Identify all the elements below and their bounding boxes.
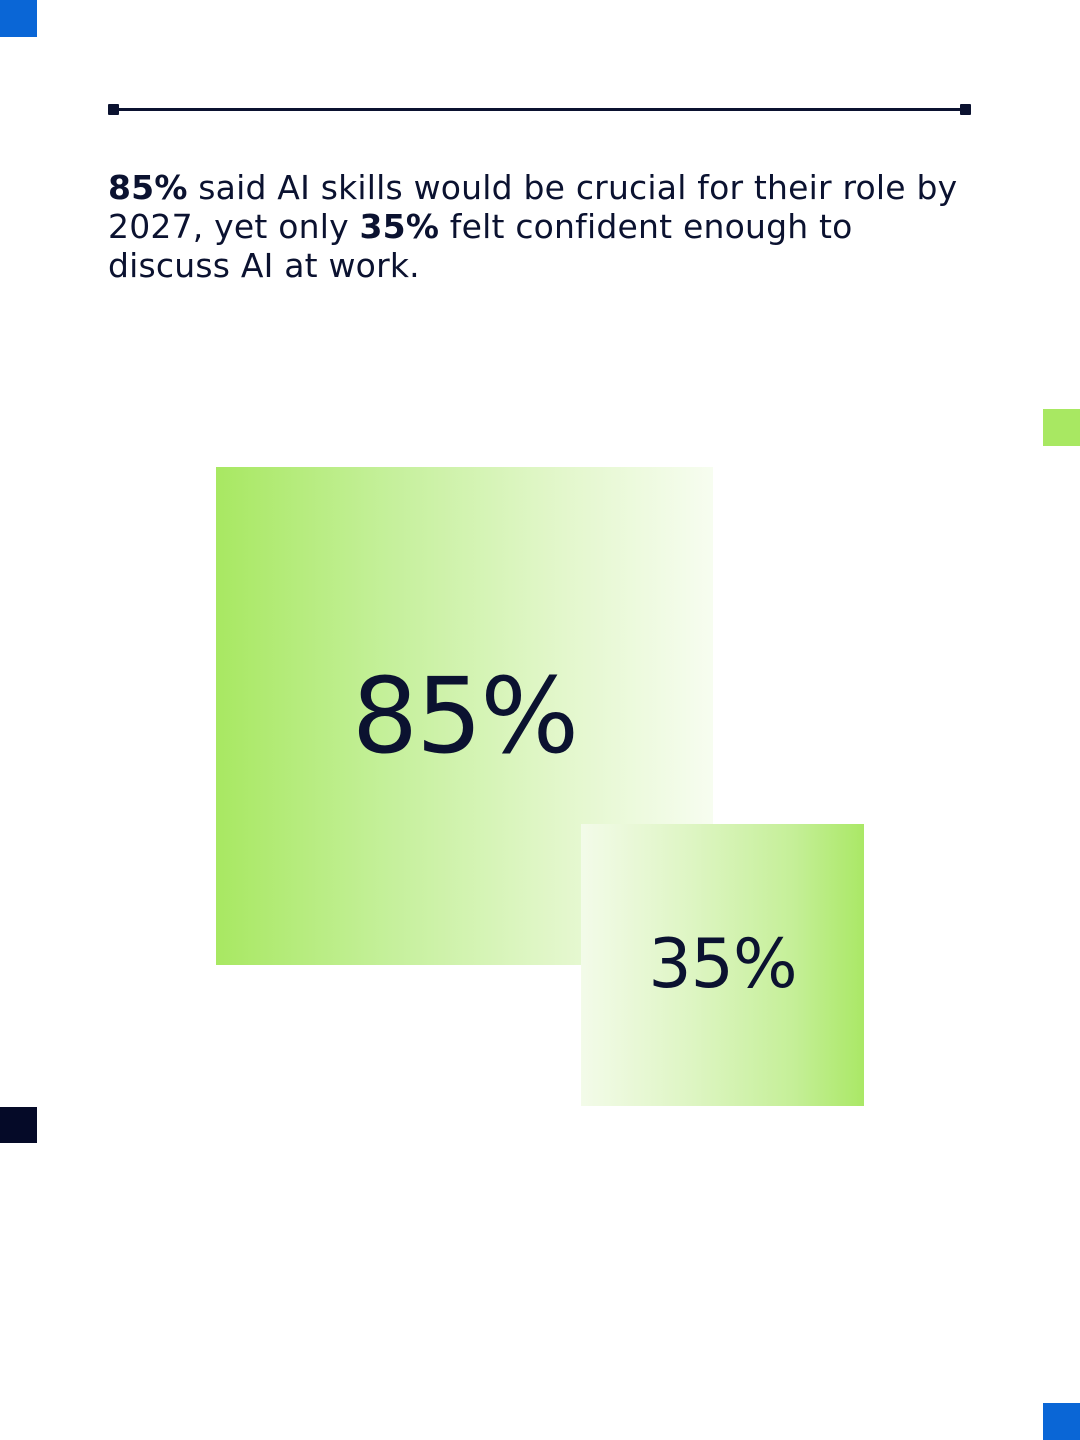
divider-line bbox=[114, 108, 966, 111]
large-stat-value: 85% bbox=[351, 655, 579, 777]
divider-endpoint-left bbox=[108, 104, 119, 115]
decorative-square-blue-bottom bbox=[1043, 1403, 1080, 1440]
decorative-square-navy bbox=[0, 1107, 37, 1143]
divider-endpoint-right bbox=[960, 104, 971, 115]
statement-stat-85: 85% bbox=[108, 168, 188, 207]
small-stat-box: 35% bbox=[581, 824, 864, 1106]
small-stat-value: 35% bbox=[648, 925, 797, 1004]
statement-text-part-1: said AI skills would be crucial for thei… bbox=[108, 168, 958, 246]
decorative-square-green bbox=[1043, 409, 1080, 446]
decorative-square-blue bbox=[0, 0, 37, 37]
statement-text-part-2: felt confident enough to discuss AI at w… bbox=[108, 207, 853, 285]
statement-text: 85% said AI skills would be crucial for … bbox=[108, 168, 968, 285]
statement-stat-35: 35% bbox=[359, 207, 440, 246]
